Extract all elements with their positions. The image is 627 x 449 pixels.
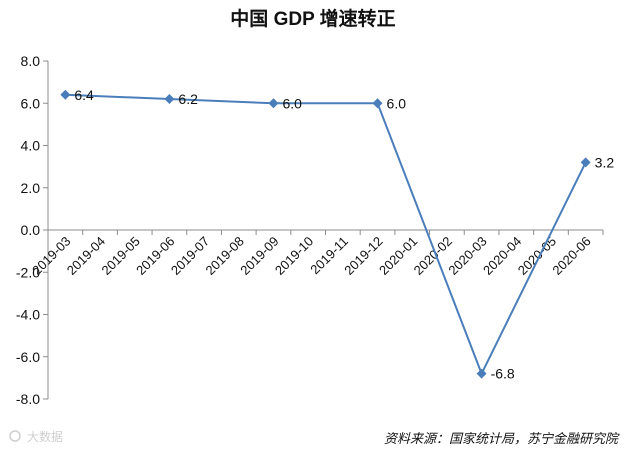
y-tick-label: -2.0 xyxy=(16,264,40,280)
series-line xyxy=(65,93,587,375)
data-point-marker xyxy=(60,89,71,100)
y-tick-label: 6.0 xyxy=(21,95,41,111)
data-point-marker xyxy=(268,98,279,109)
data-label: -6.8 xyxy=(491,366,515,382)
x-tick-label: 2020-06 xyxy=(549,234,593,278)
data-label: 3.2 xyxy=(595,154,615,170)
chart-title: 中国 GDP 增速转正 xyxy=(230,7,395,30)
x-tick-label: 2019-10 xyxy=(272,234,316,278)
source-note: 资料来源：国家统计局，苏宁金融研究院 xyxy=(384,431,620,447)
data-label: 6.0 xyxy=(387,95,407,111)
y-tick-label: -6.0 xyxy=(16,349,40,365)
data-labels: 6.4 6.2 6.0 6.0 -6.8 3.2 xyxy=(74,87,614,382)
axes: 8.06.04.02.00.0-2.0-4.0-6.0-8.02019-0320… xyxy=(16,53,604,407)
y-tick-label: 0.0 xyxy=(21,222,41,238)
y-tick-label: 8.0 xyxy=(21,53,41,69)
watermark-text: 大数据 xyxy=(27,429,63,444)
data-point-marker xyxy=(476,368,487,379)
series-marks xyxy=(60,89,591,379)
y-tick-label: 2.0 xyxy=(21,180,41,196)
data-point-marker xyxy=(580,157,591,168)
y-tick-label: -8.0 xyxy=(16,391,40,407)
data-label: 6.2 xyxy=(178,91,198,107)
y-tick-label: 4.0 xyxy=(21,138,41,154)
data-label: 6.4 xyxy=(74,87,94,103)
data-point-marker xyxy=(164,94,175,105)
watermark: 大数据 xyxy=(9,429,63,444)
y-tick-label: -4.0 xyxy=(16,307,40,323)
watermark-logo-icon xyxy=(9,430,21,442)
data-label: 6.0 xyxy=(282,95,302,111)
data-point-marker xyxy=(372,98,383,109)
